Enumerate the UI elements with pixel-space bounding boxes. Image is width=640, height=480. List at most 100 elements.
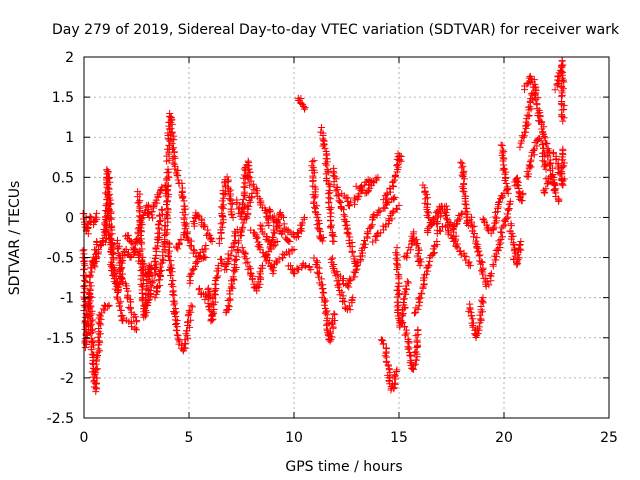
- data-point: [189, 266, 197, 274]
- data-point: [301, 213, 308, 221]
- data-point: [479, 270, 487, 278]
- data-point: [145, 295, 153, 303]
- data-point: [103, 170, 111, 178]
- data-point: [240, 188, 248, 196]
- data-point: [403, 249, 411, 257]
- data-point: [255, 242, 263, 250]
- data-point: [95, 337, 103, 345]
- data-point: [333, 186, 341, 194]
- data-point: [110, 270, 118, 278]
- data-point: [498, 233, 506, 241]
- data-point: [381, 352, 389, 360]
- data-point: [241, 216, 249, 224]
- data-point: [119, 317, 127, 325]
- data-point: [346, 306, 354, 314]
- data-point: [540, 132, 548, 140]
- data-point: [516, 240, 524, 248]
- data-point: [170, 301, 178, 309]
- data-point: [459, 162, 467, 170]
- data-point: [318, 275, 326, 283]
- data-point: [412, 348, 420, 356]
- data-point: [242, 259, 250, 267]
- y-tick-label: -2: [60, 371, 74, 387]
- data-point: [326, 183, 334, 191]
- data-point: [89, 316, 97, 324]
- data-point: [169, 277, 177, 285]
- data-point: [136, 232, 144, 240]
- data-point: [165, 253, 173, 261]
- data-point: [391, 193, 399, 201]
- data-point: [489, 225, 497, 233]
- data-point: [560, 78, 568, 86]
- data-point: [436, 227, 444, 235]
- data-point: [393, 162, 401, 170]
- data-point: [411, 349, 419, 357]
- data-point: [375, 206, 383, 214]
- data-point: [456, 248, 464, 256]
- x-axis-label: GPS time / hours: [285, 459, 402, 475]
- data-point: [238, 199, 246, 207]
- data-point: [104, 174, 112, 182]
- data-point: [272, 217, 280, 225]
- data-point: [302, 261, 310, 269]
- data-point: [334, 283, 342, 291]
- data-point: [197, 254, 205, 262]
- data-point: [321, 160, 329, 168]
- data-point: [334, 281, 342, 289]
- data-point: [275, 221, 283, 229]
- data-point: [393, 251, 401, 259]
- data-point: [183, 230, 191, 238]
- data-point: [259, 262, 266, 270]
- data-point: [310, 194, 318, 202]
- data-point: [154, 229, 162, 237]
- data-point: [391, 176, 399, 184]
- data-point: [389, 178, 397, 186]
- data-point: [393, 244, 401, 252]
- data-point: [476, 251, 484, 259]
- data-point: [413, 336, 421, 344]
- data-point: [337, 199, 345, 207]
- data-point: [218, 223, 226, 231]
- data-point: [105, 302, 113, 310]
- data-point: [93, 209, 101, 217]
- data-point: [225, 303, 233, 311]
- data-point: [104, 302, 112, 310]
- data-point: [167, 125, 175, 133]
- data-point: [542, 165, 550, 173]
- data-point: [263, 251, 271, 259]
- data-point: [181, 211, 189, 219]
- data-point: [118, 264, 126, 272]
- data-point: [131, 245, 139, 253]
- data-point: [97, 241, 105, 249]
- data-point: [234, 247, 242, 255]
- data-point: [218, 209, 226, 217]
- data-point: [420, 280, 428, 288]
- data-point: [266, 240, 274, 248]
- data-point: [206, 236, 214, 244]
- data-point: [336, 197, 344, 205]
- data-point: [472, 239, 480, 247]
- data-point: [202, 254, 210, 262]
- data-point: [107, 214, 115, 222]
- data-point: [133, 326, 140, 334]
- data-point: [541, 161, 549, 169]
- data-point: [391, 171, 399, 179]
- data-point: [127, 304, 135, 312]
- data-point: [136, 250, 144, 258]
- data-point: [255, 283, 263, 291]
- data-point: [105, 206, 113, 214]
- data-point: [113, 245, 121, 253]
- data-point: [487, 270, 495, 278]
- data-point: [81, 344, 89, 352]
- data-point: [336, 291, 344, 299]
- data-point: [322, 161, 330, 169]
- data-point: [345, 230, 353, 238]
- data-point: [391, 379, 399, 387]
- data-point: [273, 238, 281, 246]
- data-point: [115, 302, 123, 310]
- data-point: [87, 329, 95, 337]
- data-point: [117, 265, 125, 273]
- data-point: [329, 254, 337, 262]
- data-point: [140, 313, 148, 321]
- data-point: [501, 170, 509, 178]
